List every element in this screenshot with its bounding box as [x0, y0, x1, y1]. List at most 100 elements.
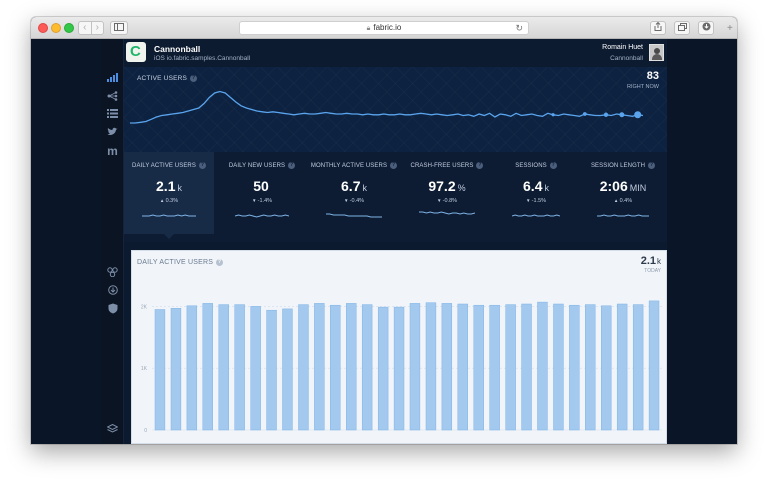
bar[interactable] — [632, 304, 644, 431]
app-header: C Cannonball iOS io.fabric.samples.Canno… — [124, 39, 667, 67]
bar[interactable] — [218, 304, 229, 431]
kpi-label: CRASH-FREE USERS — [410, 163, 474, 169]
bar[interactable] — [409, 303, 421, 431]
kpi-tile[interactable]: SESSIONS? 6.4 k ▼ -1.5% — [494, 152, 578, 234]
kpi-sparkline — [512, 214, 560, 217]
share-button[interactable] — [650, 21, 666, 35]
kpi-sparkline-path — [419, 211, 475, 215]
kpi-label: DAILY NEW USERS — [228, 163, 286, 169]
active-users-sublabel: RIGHT NOW — [627, 84, 659, 90]
twitter-icon[interactable] — [106, 127, 119, 140]
bar[interactable] — [585, 304, 596, 431]
kpi-delta-row: ▲ 0.3% — [124, 198, 214, 204]
new-tab-icon[interactable]: + — [727, 23, 733, 34]
help-icon[interactable]: ? — [549, 162, 557, 169]
kpi-label-row: MONTHLY ACTIVE USERS? — [308, 162, 400, 169]
bar[interactable] — [170, 308, 182, 431]
tabs-overview-button[interactable] — [674, 21, 690, 35]
active-users-count: 83 — [646, 70, 659, 82]
back-button[interactable]: ‹ — [83, 22, 87, 33]
zoom-window-button[interactable] — [64, 23, 74, 33]
mopub-icon[interactable]: m — [107, 144, 118, 158]
bar[interactable] — [441, 303, 453, 431]
integrations-icon[interactable] — [106, 267, 119, 280]
bar[interactable] — [186, 305, 198, 431]
bar[interactable] — [569, 304, 580, 431]
app-logo[interactable]: C — [126, 42, 146, 62]
arrow-up-icon: ▲ — [613, 198, 620, 203]
history-navigation: ‹ › — [78, 21, 104, 35]
analytics-icon[interactable] — [106, 73, 119, 86]
kpi-delta: 0.4% — [619, 198, 633, 204]
active-users-point — [582, 112, 587, 116]
shield-icon[interactable] — [106, 303, 119, 316]
help-icon[interactable]: ? — [476, 162, 484, 169]
help-icon[interactable]: ? — [198, 162, 206, 169]
bar[interactable] — [154, 309, 166, 431]
user-name[interactable]: Romain Huet — [602, 44, 643, 51]
bar[interactable] — [314, 303, 325, 431]
share-icon — [654, 21, 662, 31]
bar[interactable] — [505, 304, 516, 431]
kpi-tile[interactable]: DAILY NEW USERS? 50 ▼ -1.4% — [217, 152, 307, 234]
close-window-button[interactable] — [38, 23, 48, 33]
reload-icon[interactable]: ↻ — [515, 23, 523, 33]
bar[interactable] — [489, 304, 500, 431]
bar[interactable] — [346, 303, 357, 431]
kpi-tile[interactable]: CRASH-FREE USERS? 97.2% ▼ -0.8% — [401, 152, 493, 234]
kpi-sparkline — [142, 214, 196, 217]
kpi-sparkline-path — [235, 214, 289, 218]
help-icon[interactable]: ? — [216, 259, 224, 266]
help-icon[interactable]: ? — [390, 162, 398, 169]
kpi-tile[interactable]: DAILY ACTIVE USERS? 2.1 k ▲ 0.3% — [124, 152, 214, 239]
bar[interactable] — [330, 304, 341, 431]
bar[interactable] — [266, 309, 277, 431]
kpi-tile[interactable]: MONTHLY ACTIVE USERS? 6.7 k ▼ -0.4% — [308, 152, 400, 234]
kpi-value: 2.1 — [156, 178, 176, 194]
bar[interactable] — [553, 303, 564, 431]
bar[interactable] — [648, 300, 660, 431]
bar[interactable] — [457, 303, 468, 431]
y-tick-label: 0 — [144, 428, 147, 434]
minimize-window-button[interactable] — [51, 23, 61, 33]
fabric-dashboard: m C Cannonball iOS io.fabric.samples.Can… — [101, 39, 667, 444]
kpi-sparkline — [326, 213, 382, 218]
bar[interactable] — [250, 306, 261, 431]
help-icon[interactable]: ? — [648, 162, 656, 169]
platform-label: iOS — [154, 55, 165, 62]
bar[interactable] — [377, 306, 389, 431]
avatar[interactable] — [649, 44, 664, 61]
help-icon[interactable]: ? — [190, 75, 198, 82]
bar[interactable] — [361, 304, 373, 431]
app-identifier: iOS io.fabric.samples.Cannonball — [154, 55, 250, 62]
distribution-icon[interactable] — [106, 91, 119, 104]
bar[interactable] — [202, 303, 213, 431]
arrow-down-icon: ▼ — [251, 198, 258, 203]
bar[interactable] — [537, 301, 548, 431]
bar[interactable] — [616, 303, 628, 431]
kpi-value-row: 2:06 MIN — [579, 178, 667, 194]
layers-icon[interactable] — [106, 423, 119, 437]
downloads-button[interactable] — [698, 21, 714, 35]
bar[interactable] — [234, 304, 245, 431]
bar[interactable] — [298, 304, 309, 431]
bar[interactable] — [521, 303, 532, 431]
sidebar-toggle-button[interactable] — [110, 21, 128, 35]
browser-toolbar: ‹ › 🔒︎ fabric.io ↻ + — [31, 17, 737, 39]
active-users-point — [634, 111, 642, 119]
app-name[interactable]: Cannonball — [154, 44, 201, 54]
active-users-banner: ACTIVE USERS? 83 RIGHT NOW — [124, 67, 667, 152]
sidebar-icon — [114, 23, 124, 31]
address-bar[interactable]: 🔒︎ fabric.io ↻ — [239, 21, 529, 35]
list-icon[interactable] — [106, 109, 119, 122]
help-icon[interactable]: ? — [288, 162, 296, 169]
bar[interactable] — [473, 304, 484, 431]
kpi-tile[interactable]: SESSION LENGTH? 2:06 MIN ▲ 0.4% — [579, 152, 667, 234]
active-users-line-chart — [130, 90, 644, 124]
bar[interactable] — [425, 302, 437, 431]
bar[interactable] — [282, 308, 293, 431]
forward-button[interactable]: › — [90, 22, 104, 34]
bar[interactable] — [393, 306, 405, 431]
download-circle-icon[interactable] — [106, 285, 119, 298]
bar[interactable] — [601, 305, 612, 431]
